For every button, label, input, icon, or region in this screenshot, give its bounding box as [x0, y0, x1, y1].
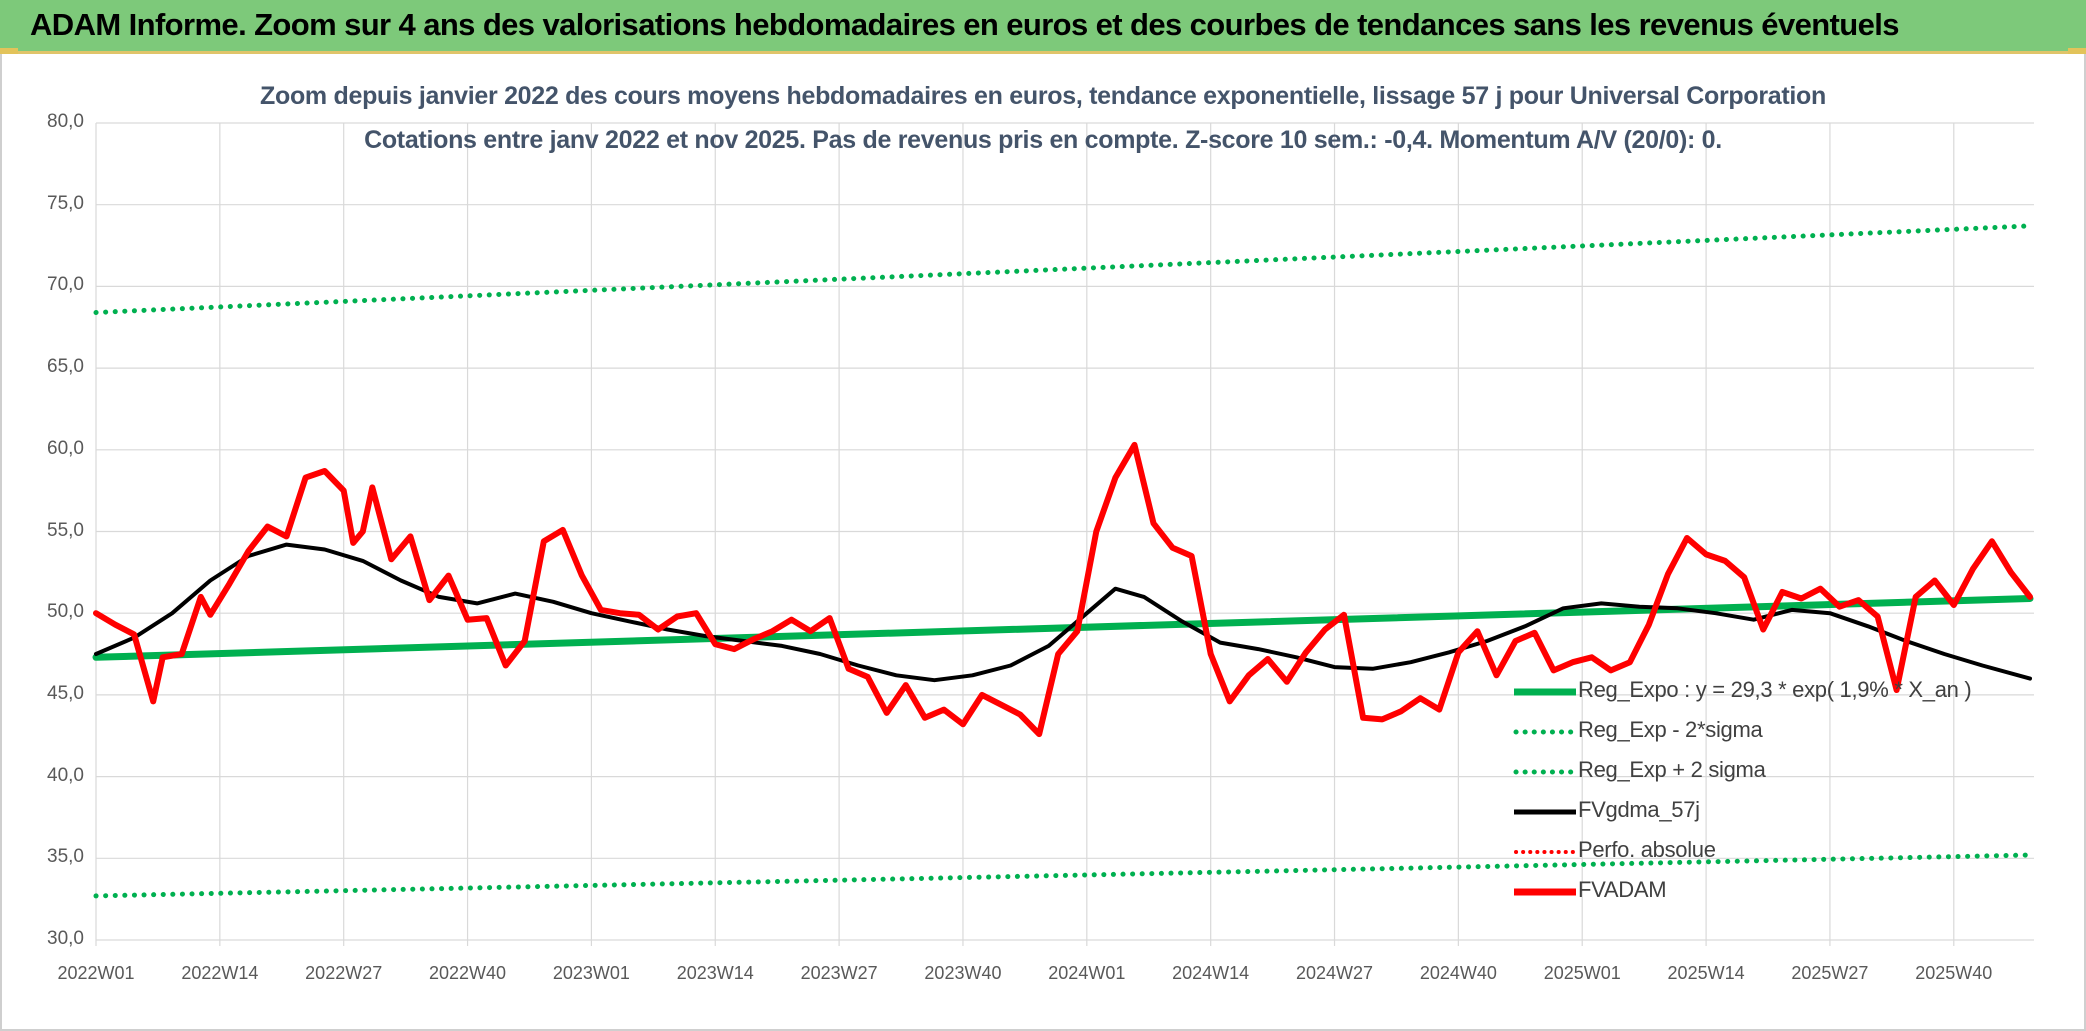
y-tick-label: 45,0 — [47, 682, 84, 704]
x-tick-label: 2023W40 — [924, 963, 1002, 983]
legend-swatch — [1513, 729, 1578, 735]
x-tick-label: 2025W01 — [1543, 963, 1621, 983]
x-tick-label: 2024W40 — [1419, 963, 1497, 983]
x-tick-label: 2024W27 — [1295, 963, 1374, 983]
x-tick-label: 2025W14 — [1667, 963, 1745, 983]
x-tick-label: 2023W01 — [552, 963, 630, 983]
legend-label: FVADAM — [1578, 877, 1667, 902]
legend-swatch — [1513, 769, 1578, 775]
banner-corner-right — [2068, 48, 2086, 54]
legend-label: Reg_Exp - 2*sigma — [1578, 717, 1763, 742]
y-tick-label: 65,0 — [47, 356, 84, 378]
x-tick-label: 2022W27 — [305, 963, 383, 983]
legend-label: Reg_Exp + 2 sigma — [1578, 757, 1766, 782]
legend-item-reg-expo: Reg_Expo : y = 29,3 * exp( 1,9% * X_an ) — [1512, 677, 2012, 707]
legend-label: Perfo. absolue — [1578, 837, 1716, 862]
y-tick-label: 80,0 — [47, 111, 84, 132]
x-tick-label: 2023W27 — [800, 963, 878, 983]
y-tick-label: 75,0 — [47, 192, 84, 214]
y-tick-label: 55,0 — [47, 519, 84, 541]
legend-swatch — [1514, 850, 1578, 854]
series-line-4 — [93, 441, 2033, 738]
chart-frame — [0, 54, 2086, 1031]
x-tick-label: 2024W01 — [1048, 963, 1126, 983]
legend-item-perfo: Perfo. absolue — [1512, 837, 2012, 867]
series-line-2 — [93, 223, 2033, 315]
legend-item-reg-minus: Reg_Exp - 2*sigma — [1512, 717, 2012, 747]
x-tick-label: 2022W01 — [57, 963, 135, 983]
y-tick-label: 30,0 — [47, 928, 84, 949]
report-banner: ADAM Informe. Zoom sur 4 ans des valoris… — [0, 0, 2086, 54]
series-lines — [92, 223, 2034, 899]
x-tick-label: 2022W14 — [181, 963, 259, 983]
legend-swatch — [1514, 809, 1576, 815]
legend-swatch — [1514, 688, 1576, 696]
series-line-1 — [93, 852, 2033, 899]
x-tick-label: 2023W14 — [676, 963, 754, 983]
banner-corner-left — [0, 48, 18, 54]
legend-item-fvadam: FVADAM — [1512, 877, 2012, 907]
chart-title-line-2: Cotations entre janv 2022 et nov 2025. P… — [364, 126, 1722, 154]
series-line-3 — [94, 542, 2032, 683]
legend-item-reg-plus: Reg_Exp + 2 sigma — [1512, 757, 2012, 787]
x-tick-label: 2024W14 — [1172, 963, 1250, 983]
report-title: ADAM Informe. Zoom sur 4 ans des valoris… — [30, 7, 1900, 42]
y-tick-label: 60,0 — [47, 437, 84, 459]
x-tick-label: 2022W40 — [429, 963, 507, 983]
y-tick-label: 35,0 — [47, 846, 84, 868]
legend-label: Reg_Expo : y = 29,3 * exp( 1,9% * X_an ) — [1578, 677, 1972, 702]
legend-label: FVgdma_57j — [1578, 797, 1700, 822]
y-tick-label: 40,0 — [47, 764, 84, 786]
legend-swatch — [1514, 888, 1576, 896]
series-line-0 — [92, 595, 2034, 661]
y-tick-label: 50,0 — [47, 601, 84, 623]
legend-item-fvgdma: FVgdma_57j — [1512, 797, 2012, 827]
x-tick-label: 2025W27 — [1791, 963, 1869, 983]
chart-title-line-1: Zoom depuis janvier 2022 des cours moyen… — [260, 82, 1826, 110]
gridlines — [95, 122, 2034, 946]
y-tick-label: 70,0 — [47, 274, 84, 296]
x-tick-label: 2025W40 — [1915, 963, 1993, 983]
